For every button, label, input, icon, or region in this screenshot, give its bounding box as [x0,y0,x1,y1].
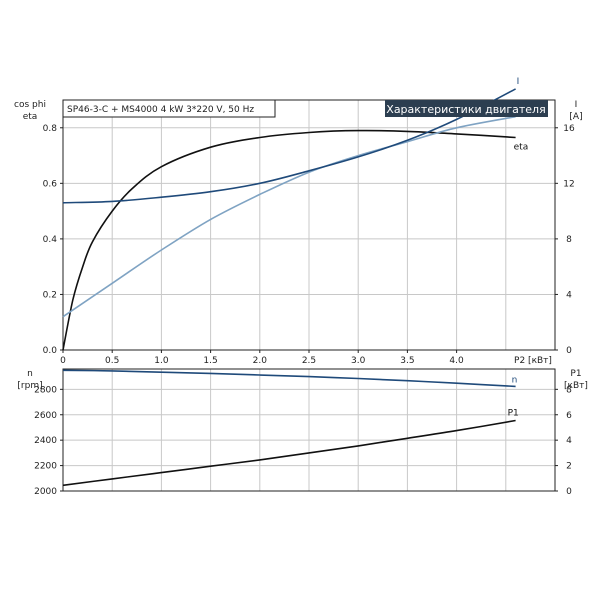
x-tick-label: 4.0 [449,356,464,366]
left-axis-title: eta [23,112,38,122]
series-n-line [62,369,516,388]
right-tick-label: 8 [566,235,572,245]
title-badge: Характеристики двигателя [385,100,548,117]
left-tick-label: 0.8 [43,124,58,134]
x-axis-title: P2 [кВт] [514,356,552,366]
right-axis-title: [A] [569,112,582,122]
right-tick-label: 4 [566,436,572,446]
left-tick-label: 2200 [34,462,57,472]
right-axis-title: P1 [570,369,581,379]
x-tick-label: 0.5 [105,356,119,366]
header-info-box: SP46-3-C + MS4000 4 kW 3*220 V, 50 Hz [62,99,276,118]
bottom-panel: 2000 2200 2400 2600 2800 0 2 4 6 8 n [rpm] P1 [кВт] n P… [17,368,588,497]
series-eta-line [62,129,516,351]
right-axis-title: I [575,100,578,110]
x-tick-label: 3.5 [400,356,414,366]
right-tick-label: 0 [566,346,572,356]
right-tick-label: 4 [566,290,572,300]
top-panel: 0.0 0.2 0.4 0.6 0.8 0 4 8 12 16 0 0.5 1.0 1.5 2.0 2.5 3.… [14,77,583,366]
x-tick-label: 2.0 [253,356,268,366]
left-tick-label: 0.0 [43,346,58,356]
x-tick-label: 0 [60,356,66,366]
series-n-label: n [512,375,518,385]
right-tick-label: 6 [566,411,572,421]
pump-motor-info: SP46-3-C + MS4000 4 kW 3*220 V, 50 Hz [67,105,254,115]
left-axis-title: [rpm] [17,381,42,391]
right-tick-label: 0 [566,487,572,497]
series-p1-line [62,419,516,487]
x-tick-label: 3.0 [351,356,366,366]
right-tick-label: 8 [566,385,572,395]
right-tick-label: 12 [563,179,574,189]
left-tick-label: 0.2 [43,290,57,300]
series-cos-phi-line [62,115,516,318]
left-tick-label: 2800 [34,385,57,395]
left-axis-title: n [27,369,33,379]
series-i-line [62,88,516,204]
x-tick-label: 2.5 [302,356,316,366]
series-i-label: I [517,77,520,87]
left-tick-label: 2400 [34,436,57,446]
right-tick-label: 2 [566,462,572,472]
chart-title-badge: Характеристики двигателя [386,103,545,116]
x-tick-label: 1.0 [154,356,169,366]
right-tick-label: 16 [563,124,575,134]
series-eta-label: eta [514,143,529,153]
left-tick-label: 2600 [34,411,57,421]
left-axis-title: cos phi [14,100,46,110]
right-axis-title: [кВт] [564,381,588,391]
left-tick-label: 2000 [34,487,57,497]
left-tick-label: 0.4 [43,235,58,245]
series-p1-label: P1 [508,408,519,418]
left-tick-label: 0.6 [43,179,58,189]
plot-frame [62,368,556,492]
x-tick-label: 1.5 [203,356,217,366]
